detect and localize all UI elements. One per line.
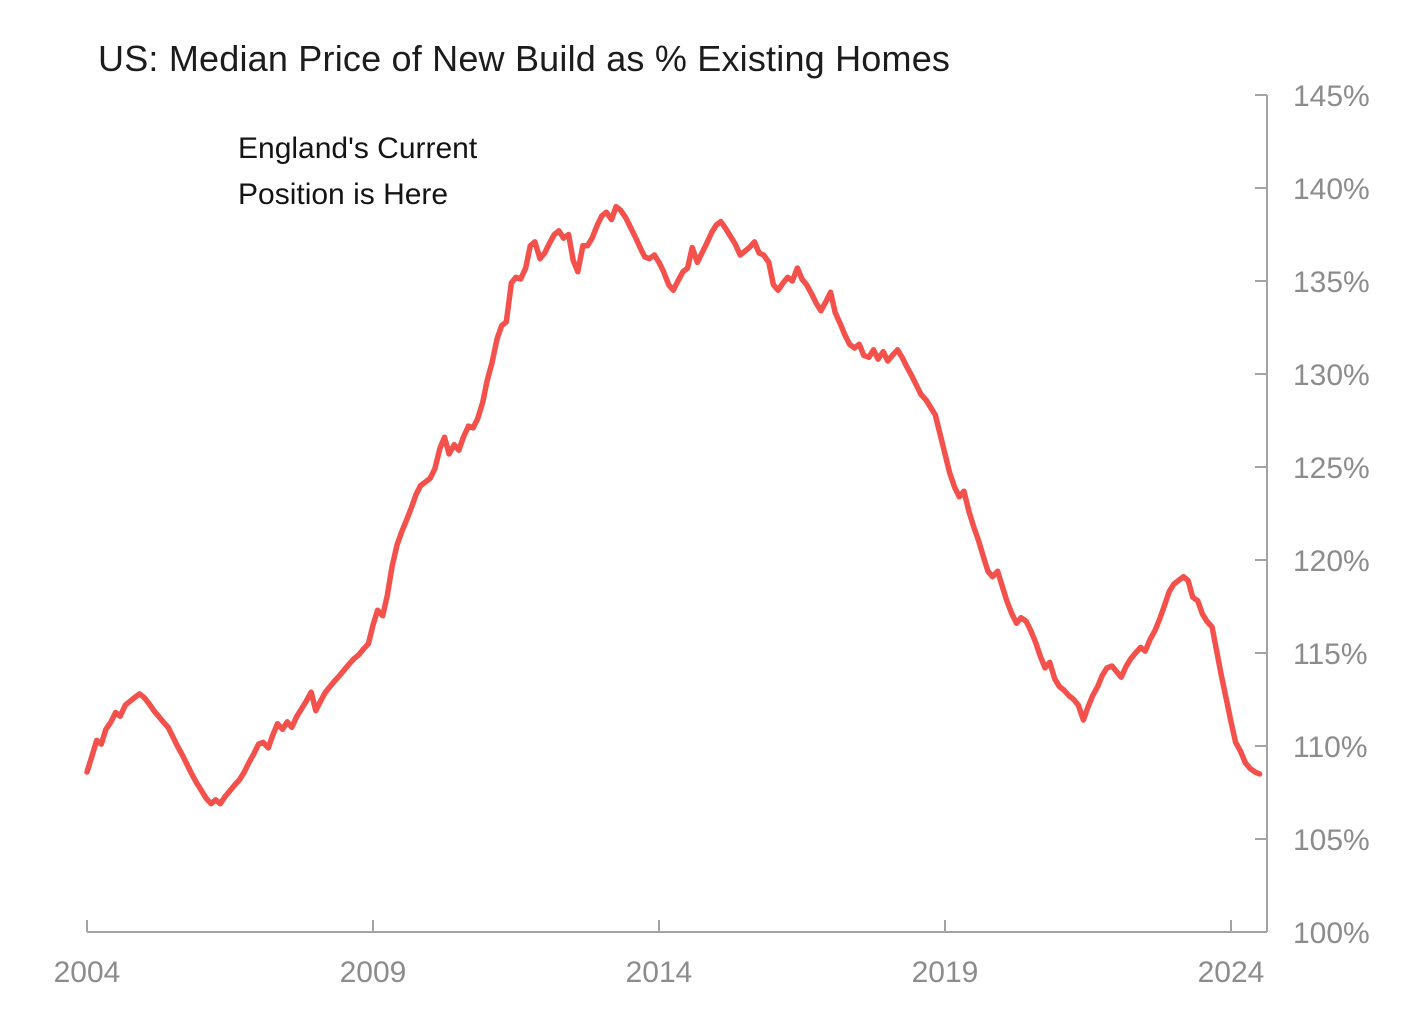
annotation-line-2: Position is Here [238, 178, 449, 211]
y-tick-label: 100% [1293, 917, 1370, 950]
y-tick-label: 145% [1293, 80, 1370, 113]
x-tick-label: 2009 [340, 956, 407, 989]
annotation-line-1: England's Current [238, 132, 478, 165]
y-tick-label: 115% [1293, 638, 1368, 671]
x-tick-label: 2004 [54, 956, 121, 989]
y-tick-label: 120% [1293, 545, 1370, 578]
y-tick-label: 135% [1293, 266, 1370, 299]
x-tick-label: 2019 [912, 956, 979, 989]
x-tick-label: 2024 [1198, 956, 1265, 989]
y-tick-label: 110% [1293, 731, 1368, 764]
annotation: England's Current Position is Here [238, 126, 477, 218]
y-tick-label: 140% [1293, 173, 1370, 206]
chart-title: US: Median Price of New Build as % Exist… [98, 38, 951, 79]
y-tick-label: 130% [1293, 359, 1370, 392]
data-series-line [84, 203, 1263, 807]
y-tick-label: 105% [1293, 824, 1370, 857]
y-tick-label: 125% [1293, 452, 1370, 485]
x-tick-label: 2014 [626, 956, 693, 989]
